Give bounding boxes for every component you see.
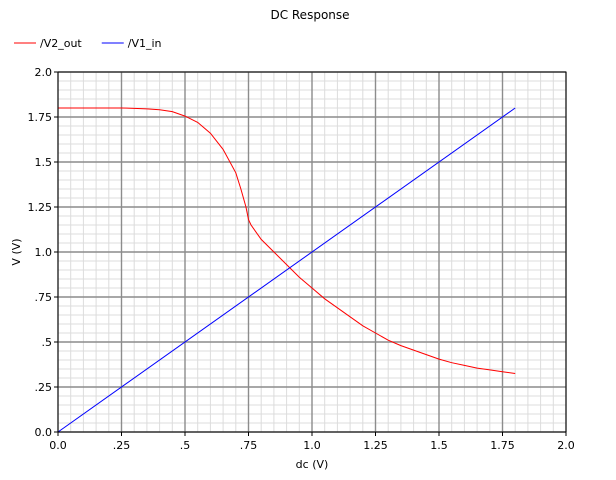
legend-label-v2-out: /V2_out bbox=[40, 37, 82, 50]
y-axis-ticks: 0.0 .25 .5 .75 1.0 1.25 1.5 1.75 2.0 bbox=[28, 66, 58, 439]
x-axis-ticks: 0.0 .25 .5 .75 1.0 1.25 1.5 1.75 2.0 bbox=[49, 432, 575, 452]
x-tick-label: .5 bbox=[180, 439, 191, 452]
x-tick-label: 1.0 bbox=[303, 439, 321, 452]
x-tick-label: 2.0 bbox=[557, 439, 575, 452]
y-tick-label: .75 bbox=[35, 291, 53, 304]
y-tick-label: 2.0 bbox=[35, 66, 53, 79]
y-tick-label: .25 bbox=[35, 381, 53, 394]
chart-title: DC Response bbox=[270, 8, 349, 22]
y-tick-label: .5 bbox=[42, 336, 53, 349]
y-tick-label: 0.0 bbox=[35, 426, 53, 439]
series-layer bbox=[57, 107, 516, 433]
x-tick-label: 0.0 bbox=[49, 439, 67, 452]
x-tick-label: 1.25 bbox=[363, 439, 388, 452]
legend-label-v1-in: /V1_in bbox=[128, 37, 162, 50]
y-tick-label: 1.5 bbox=[35, 156, 53, 169]
x-tick-label: 1.75 bbox=[490, 439, 515, 452]
legend: /V2_out/V1_in bbox=[14, 37, 162, 50]
x-tick-label: 1.5 bbox=[430, 439, 448, 452]
series-line-v2-out bbox=[58, 107, 516, 374]
y-tick-label: 1.75 bbox=[28, 111, 53, 124]
y-tick-label: 1.0 bbox=[35, 246, 53, 259]
x-tick-label: .75 bbox=[240, 439, 258, 452]
y-tick-label: 1.25 bbox=[28, 201, 53, 214]
x-tick-label: .25 bbox=[113, 439, 131, 452]
x-axis-label: dc (V) bbox=[296, 458, 329, 471]
y-axis-label: V (V) bbox=[10, 238, 23, 265]
series-line-v1-in bbox=[57, 107, 516, 433]
